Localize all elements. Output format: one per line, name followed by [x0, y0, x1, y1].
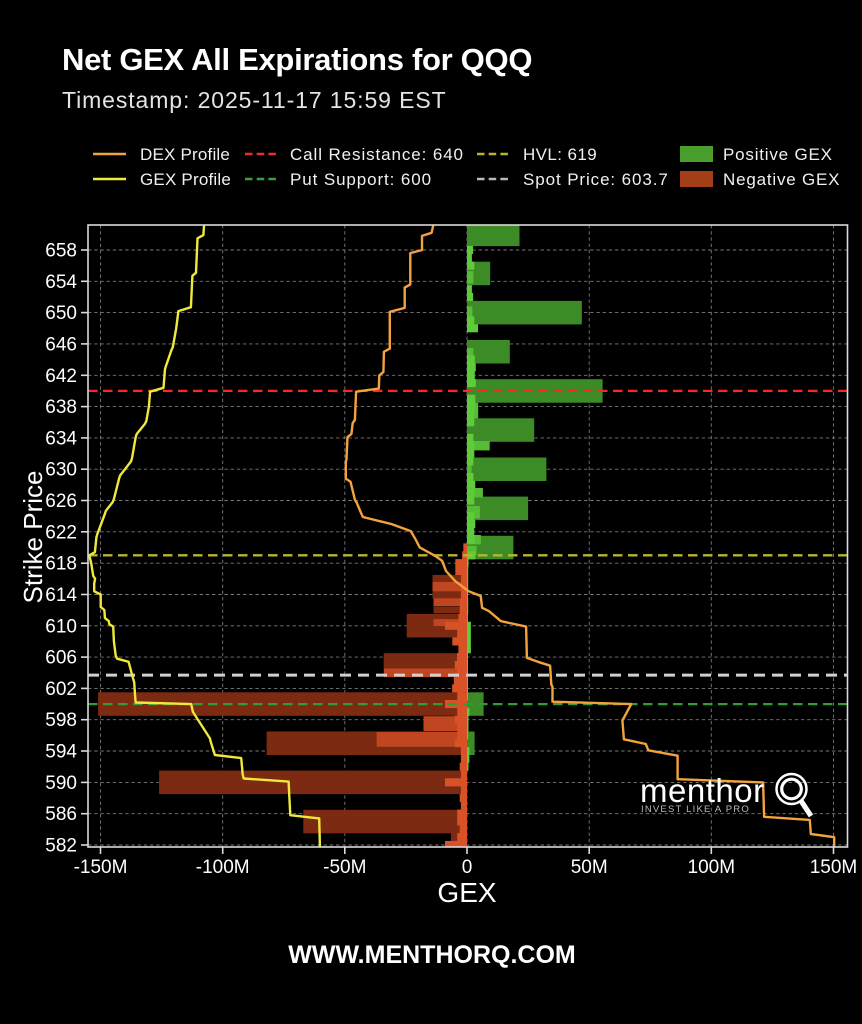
svg-text:Put Support: 600: Put Support: 600	[290, 170, 432, 189]
svg-text:DEX Profile: DEX Profile	[140, 145, 230, 164]
svg-text:606: 606	[45, 648, 77, 669]
svg-text:650: 650	[45, 303, 77, 324]
svg-text:-100M: -100M	[196, 857, 250, 878]
svg-text:150M: 150M	[810, 857, 858, 878]
svg-text:598: 598	[45, 710, 77, 731]
svg-text:GEX: GEX	[437, 877, 496, 908]
svg-text:WWW.MENTHORQ.COM: WWW.MENTHORQ.COM	[288, 941, 575, 969]
svg-text:602: 602	[45, 679, 77, 700]
svg-text:INVEST LIKE A PRO: INVEST LIKE A PRO	[641, 804, 750, 815]
svg-text:658: 658	[45, 241, 77, 262]
svg-text:614: 614	[45, 585, 77, 606]
svg-text:586: 586	[45, 804, 77, 825]
svg-text:HVL: 619: HVL: 619	[523, 145, 597, 164]
svg-text:Timestamp: 2025-11-17 15:59 ES: Timestamp: 2025-11-17 15:59 EST	[62, 87, 447, 113]
svg-text:654: 654	[45, 272, 77, 293]
svg-text:100M: 100M	[688, 857, 736, 878]
svg-text:622: 622	[45, 522, 77, 543]
svg-text:Call Resistance: 640: Call Resistance: 640	[290, 145, 464, 164]
svg-text:582: 582	[45, 836, 77, 857]
svg-text:638: 638	[45, 397, 77, 418]
svg-text:GEX Profile: GEX Profile	[140, 170, 231, 189]
svg-text:630: 630	[45, 460, 77, 481]
svg-text:646: 646	[45, 334, 77, 355]
svg-text:Spot Price: 603.7: Spot Price: 603.7	[523, 170, 669, 189]
svg-text:634: 634	[45, 428, 77, 449]
svg-text:642: 642	[45, 366, 77, 387]
svg-text:Negative GEX: Negative GEX	[723, 170, 840, 189]
svg-text:Positive GEX: Positive GEX	[723, 145, 833, 164]
svg-text:50M: 50M	[571, 857, 608, 878]
svg-text:590: 590	[45, 773, 77, 794]
svg-text:-50M: -50M	[323, 857, 366, 878]
svg-text:Net GEX All Expirations for QQ: Net GEX All Expirations for QQQ	[62, 42, 532, 77]
svg-text:594: 594	[45, 742, 77, 763]
svg-text:626: 626	[45, 491, 77, 512]
svg-text:618: 618	[45, 554, 77, 575]
svg-text:610: 610	[45, 616, 77, 637]
svg-text:menthor: menthor	[640, 772, 765, 809]
svg-text:Strike Price: Strike Price	[18, 471, 48, 604]
svg-text:-150M: -150M	[74, 857, 128, 878]
svg-text:0: 0	[462, 857, 473, 878]
